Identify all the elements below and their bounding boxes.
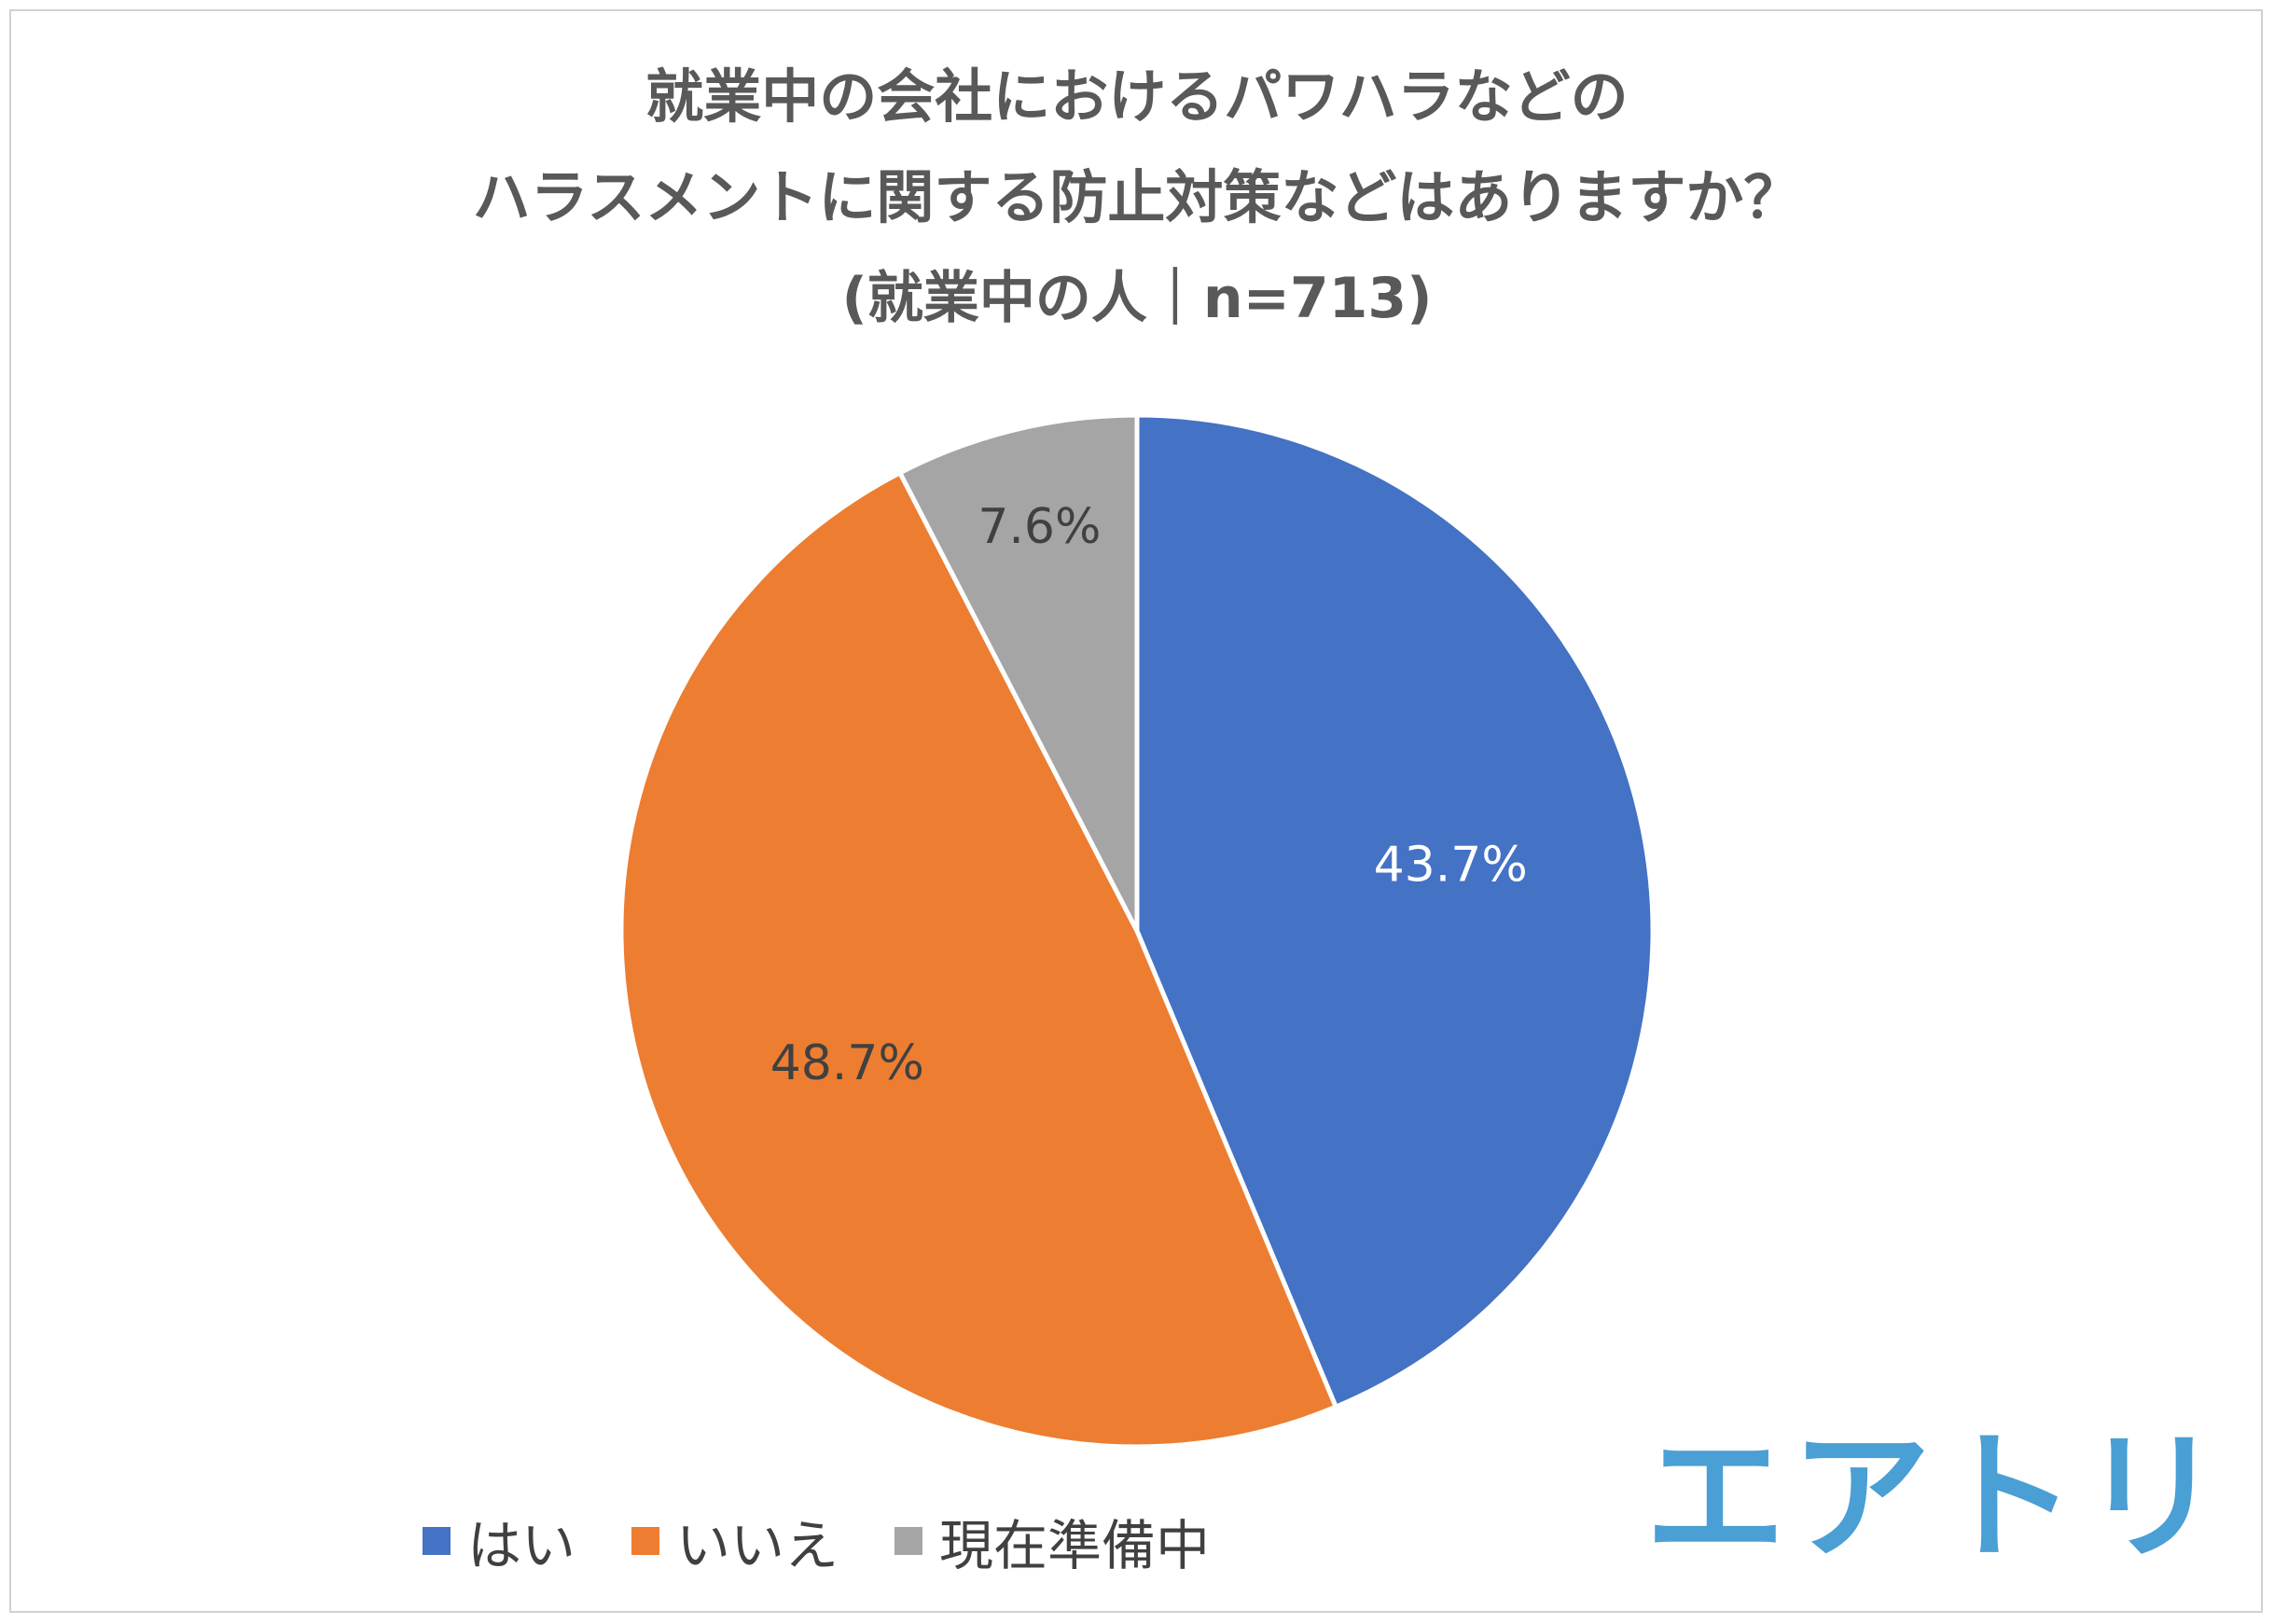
legend-swatch-preparing [894,1527,922,1555]
legend-label-no: いいえ [675,1514,839,1577]
pie-slice-preparing [896,412,1140,933]
legend: はい いいえ 現在準備中 [0,1502,1632,1580]
pie-slice-no [618,469,1339,1450]
title-line-1: 就業中の会社におけるパワハラなどの [645,62,1629,131]
legend-swatch-yes [422,1527,451,1555]
pie-slice-yes [1134,412,1656,1410]
data-label-no: 48.7% [770,1035,924,1091]
legend-item-yes: はい [422,1502,575,1580]
legend-item-no: いいえ [631,1502,839,1580]
legend-label-preparing: 現在準備中 [939,1514,1211,1577]
legend-label-yes: はい [466,1514,575,1577]
legend-swatch-no [631,1527,659,1555]
title-line-2: ハラスメントに関する防止対策などはありますか？ [472,163,1802,231]
airtrip-logo: エアトリ [1644,1417,2227,1579]
data-label-preparing: 7.6% [978,499,1101,555]
chart-subtitle: (就業中の人｜n=713) [841,266,1433,331]
chart-title: 就業中の会社におけるパワハラなどの ハラスメントに関する防止対策などはありますか… [0,47,2274,349]
data-label-yes: 43.7% [1374,838,1528,894]
chart-frame [9,9,2263,1613]
legend-item-preparing: 現在準備中 [894,1502,1210,1580]
